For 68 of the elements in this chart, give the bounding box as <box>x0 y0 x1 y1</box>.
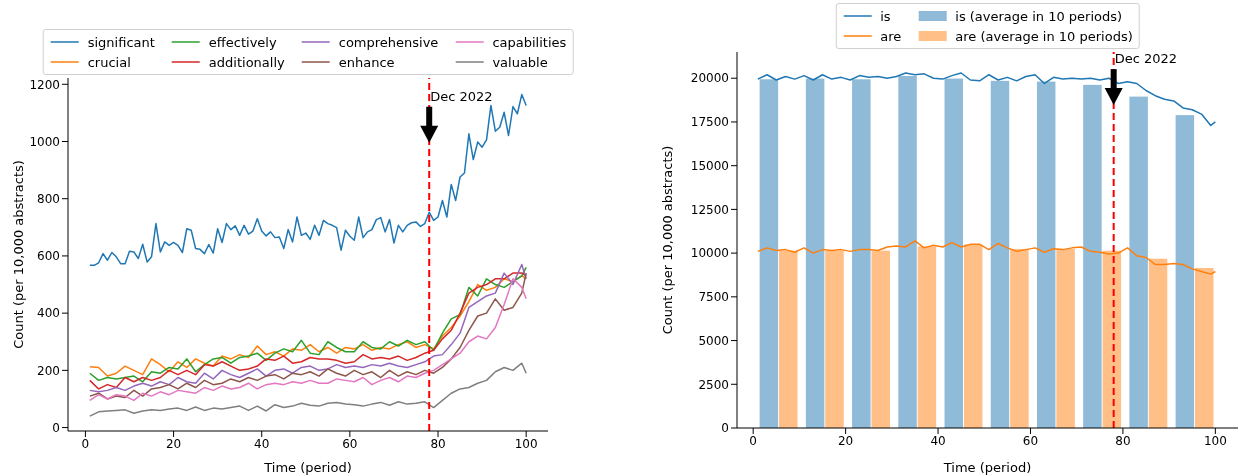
bar <box>1195 267 1214 428</box>
x-tick-label: 40 <box>254 436 270 451</box>
bar <box>1036 81 1056 428</box>
bar <box>1056 248 1075 428</box>
bar <box>990 80 1010 428</box>
x-tick-label: 20 <box>837 433 854 448</box>
y-tick-label: 5000 <box>698 333 729 348</box>
bar <box>1129 96 1148 428</box>
y-axis-title: Count (per 10,000 abstracts) <box>10 160 26 349</box>
legend-label: significant <box>87 34 155 50</box>
legend-label: enhance <box>338 54 395 70</box>
x-axis-title: Time (period) <box>263 460 352 475</box>
bar <box>759 79 779 428</box>
line-series <box>757 240 1217 275</box>
bar <box>944 78 964 428</box>
y-tick-label: 17500 <box>690 115 729 130</box>
annotation: Dec 2022 <box>430 88 493 104</box>
line-series <box>89 362 527 417</box>
y-tick-label: 20000 <box>690 71 729 86</box>
y-tick-label: 0 <box>52 420 60 435</box>
x-tick-label: 0 <box>81 436 90 451</box>
legend-label: is (average in 10 periods) <box>955 8 1123 24</box>
x-tick-label: 100 <box>514 436 538 451</box>
legend-label: comprehensive <box>338 34 439 50</box>
legend-label: crucial <box>87 54 131 70</box>
bar <box>825 250 844 428</box>
annotation: Dec 2022 <box>1114 51 1178 67</box>
x-axis-title: Time (period) <box>942 460 1032 475</box>
bar <box>898 75 917 428</box>
y-tick-label: 1000 <box>29 134 60 149</box>
bar <box>1148 258 1168 428</box>
bar <box>1010 248 1029 428</box>
x-tick-label: 60 <box>1022 433 1039 448</box>
legend-label: are (average in 10 periods) <box>955 28 1133 44</box>
bar <box>852 79 871 428</box>
bar <box>963 244 983 428</box>
y-tick-label: 0 <box>721 421 729 436</box>
x-tick-label: 0 <box>749 433 757 448</box>
y-tick-label: 7500 <box>698 290 729 305</box>
bar <box>871 250 890 428</box>
bar <box>779 250 798 428</box>
x-tick-label: 80 <box>1115 433 1131 448</box>
legend-label: effectively <box>208 34 277 50</box>
legend-label: valuable <box>492 54 548 70</box>
y-tick-label: 800 <box>37 191 60 206</box>
legend-label: is <box>880 8 891 24</box>
y-tick-label: 15000 <box>690 158 729 173</box>
bar <box>1083 84 1102 428</box>
y-tick-label: 600 <box>37 249 60 264</box>
y-tick-label: 400 <box>37 306 60 321</box>
legend-label: are <box>880 28 902 44</box>
x-tick-label: 100 <box>1203 433 1227 448</box>
bar <box>805 78 825 428</box>
y-tick-label: 1200 <box>29 77 60 92</box>
x-tick-label: 60 <box>342 436 358 451</box>
y-tick-label: 200 <box>37 363 60 378</box>
x-tick-label: 80 <box>430 436 446 451</box>
bar <box>917 246 937 428</box>
x-tick-label: 20 <box>165 436 182 451</box>
y-axis-title: Count (per 10,000 abstracts) <box>659 145 675 335</box>
x-tick-label: 40 <box>930 433 946 448</box>
y-tick-label: 10000 <box>690 246 729 261</box>
bar <box>1175 115 1195 428</box>
legend-label: additionally <box>208 54 285 70</box>
y-tick-label: 12500 <box>690 202 729 217</box>
y-tick-label: 2500 <box>698 377 729 392</box>
line-series <box>89 93 527 267</box>
legend-label: capabilities <box>492 34 567 50</box>
